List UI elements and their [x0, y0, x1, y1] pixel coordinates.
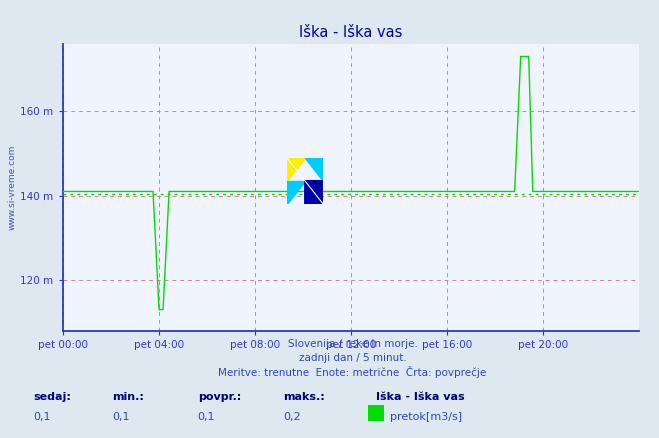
Text: Meritve: trenutne  Enote: metrične  Črta: povprečje: Meritve: trenutne Enote: metrične Črta: …	[218, 366, 487, 378]
Polygon shape	[304, 181, 323, 204]
Text: Slovenija / reke in morje.: Slovenija / reke in morje.	[287, 339, 418, 350]
Text: sedaj:: sedaj:	[33, 392, 71, 402]
Y-axis label: www.si-vreme.com: www.si-vreme.com	[7, 145, 16, 230]
Text: pretok[m3/s]: pretok[m3/s]	[390, 412, 462, 422]
Text: Iška - Iška vas: Iška - Iška vas	[376, 392, 464, 402]
Polygon shape	[287, 181, 304, 204]
Text: 0,1: 0,1	[112, 412, 130, 422]
Polygon shape	[287, 158, 304, 181]
Text: 0,2: 0,2	[283, 412, 301, 422]
Polygon shape	[304, 158, 323, 181]
Text: min.:: min.:	[112, 392, 144, 402]
Text: zadnji dan / 5 minut.: zadnji dan / 5 minut.	[299, 353, 407, 363]
Text: povpr.:: povpr.:	[198, 392, 241, 402]
Polygon shape	[304, 181, 323, 204]
Text: maks.:: maks.:	[283, 392, 325, 402]
Text: 0,1: 0,1	[198, 412, 215, 422]
Text: 0,1: 0,1	[33, 412, 51, 422]
Title: Iška - Iška vas: Iška - Iška vas	[299, 25, 403, 40]
